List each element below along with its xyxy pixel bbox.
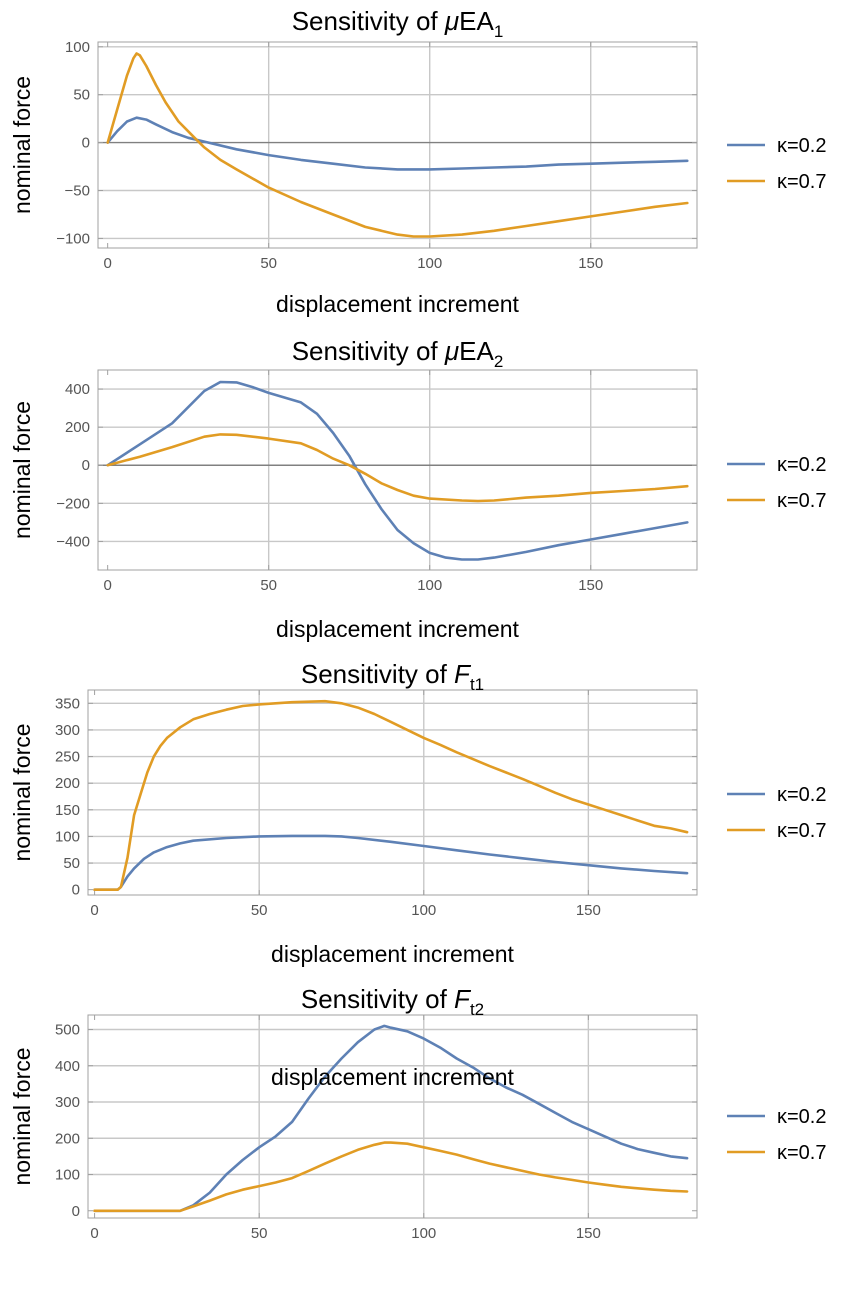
y-tick-label: 100 (55, 828, 80, 845)
y-axis-label: nominal force (9, 401, 35, 539)
x-axis-label: displacement increment (276, 291, 520, 317)
y-tick-label: −200 (56, 495, 90, 512)
legend-label: κ=0.7 (777, 171, 826, 193)
y-tick-label: 350 (55, 695, 80, 712)
y-tick-label: 150 (55, 802, 80, 819)
legend-label: κ=0.7 (777, 490, 826, 512)
y-tick-label: 400 (55, 1058, 80, 1075)
chart-panel-2: 0 50 100 150 −400 −200 0 200 400 Sensitivity of μ… (9, 336, 826, 642)
x-tick-label: 0 (103, 255, 111, 272)
series-line-kappa-0-2 (106, 116, 689, 171)
y-tick-label: 0 (82, 457, 90, 474)
x-tick-label: 100 (411, 902, 436, 919)
y-tick-label: 100 (55, 1167, 80, 1184)
series-line-kappa-0-7 (93, 699, 689, 892)
x-tick-label: 150 (576, 902, 601, 919)
y-tick-label: 0 (72, 1203, 80, 1220)
y-tick-label: −50 (65, 183, 90, 200)
x-tick-label: 50 (251, 1225, 268, 1242)
x-axis-label: displacement increment (271, 941, 515, 967)
plot-frame (87, 1014, 698, 1219)
y-axis-label: nominal force (9, 723, 35, 861)
y-tick-label: 250 (55, 749, 80, 766)
y-tick-label: 50 (63, 855, 80, 872)
x-tick-label: 50 (260, 255, 277, 272)
x-tick-label: 150 (578, 255, 603, 272)
chart-title: Sensitivity of μEA2 (292, 336, 504, 371)
legend: κ=0.2 κ=0.7 (727, 135, 826, 193)
legend: κ=0.2 κ=0.7 (727, 454, 826, 512)
legend-label: κ=0.7 (777, 1142, 826, 1164)
x-tick-label: 100 (417, 577, 442, 594)
plot-frame (97, 369, 698, 571)
chart-panel-3: 0 50 100 150 0 50 100 150 200 250 300 350 Sensitivit… (9, 659, 826, 967)
y-tick-label: 400 (65, 381, 90, 398)
chart-title: Sensitivity of μEA1 (292, 6, 504, 41)
x-tick-label: 100 (411, 1225, 436, 1242)
y-tick-label: −400 (56, 533, 90, 550)
x-tick-label: 100 (417, 255, 442, 272)
series-line-kappa-0-7 (106, 52, 689, 238)
y-axis-label: nominal force (9, 1047, 35, 1185)
x-tick-label: 50 (251, 902, 268, 919)
legend-label: κ=0.2 (777, 1106, 826, 1128)
chart-panel-1: 0 50 100 150 −100 −50 0 50 100 Sensitivity of μEA… (9, 6, 826, 317)
x-tick-label: 0 (90, 1225, 98, 1242)
series-line-kappa-0-7 (93, 1141, 689, 1213)
chart-panel-4: 0 50 100 150 0 100 200 300 400 500 Sensitivity of … (9, 984, 826, 1242)
y-tick-label: 100 (65, 39, 90, 56)
legend: κ=0.2 κ=0.7 (727, 784, 826, 842)
y-tick-label: 0 (82, 135, 90, 152)
chart-title: Sensitivity of Ft1 (301, 659, 484, 694)
series-line-kappa-0-7 (106, 433, 689, 503)
y-tick-label: 500 (55, 1022, 80, 1039)
x-axis-label: displacement increment (271, 1064, 515, 1090)
y-tick-label: 200 (55, 775, 80, 792)
x-tick-label: 150 (576, 1225, 601, 1242)
y-tick-label: 200 (65, 419, 90, 436)
y-tick-label: 200 (55, 1130, 80, 1147)
series-line-kappa-0-2 (93, 834, 689, 892)
series-line-kappa-0-2 (106, 380, 689, 561)
plot-frame (87, 689, 698, 896)
x-tick-label: 50 (260, 577, 277, 594)
y-tick-label: 0 (72, 882, 80, 899)
y-axis-label: nominal force (9, 76, 35, 214)
y-tick-label: 300 (55, 1094, 80, 1111)
legend-label: κ=0.2 (777, 454, 826, 476)
x-tick-label: 0 (90, 902, 98, 919)
x-tick-label: 150 (578, 577, 603, 594)
series-line-kappa-0-2 (93, 1024, 689, 1213)
x-tick-label: 0 (103, 577, 111, 594)
y-tick-label: −100 (56, 230, 90, 247)
y-tick-label: 50 (73, 87, 90, 104)
legend-label: κ=0.2 (777, 135, 826, 157)
chart-title: Sensitivity of Ft2 (301, 984, 484, 1019)
x-axis-label: displacement increment (276, 616, 520, 642)
legend: κ=0.2 κ=0.7 (727, 1106, 826, 1164)
y-tick-label: 300 (55, 722, 80, 739)
legend-label: κ=0.7 (777, 820, 826, 842)
plot-frame (97, 41, 698, 249)
legend-label: κ=0.2 (777, 784, 826, 806)
